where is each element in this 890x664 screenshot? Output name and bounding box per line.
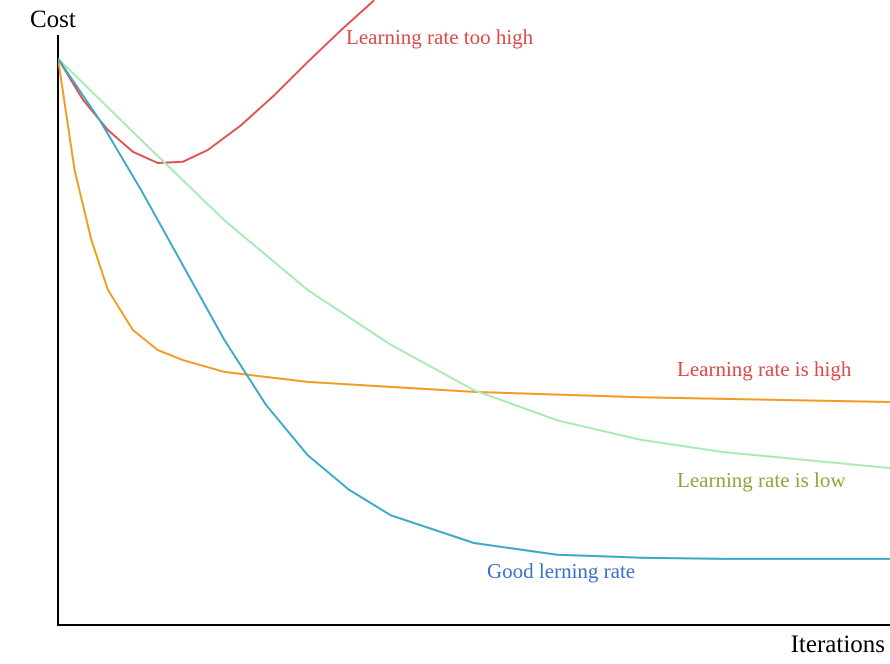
series-label: Learning rate is low: [677, 468, 846, 492]
series-label: Learning rate is high: [677, 357, 852, 381]
series-label: Good lerning rate: [487, 559, 635, 583]
line: [58, 58, 890, 403]
plot-area: [58, 0, 890, 560]
line: [58, 0, 375, 164]
x-axis-title: Iterations: [791, 631, 885, 658]
y-axis-title: Cost: [30, 6, 76, 33]
series-label: Learning rate too high: [346, 25, 534, 49]
line: [58, 58, 890, 560]
line: [58, 57, 890, 470]
